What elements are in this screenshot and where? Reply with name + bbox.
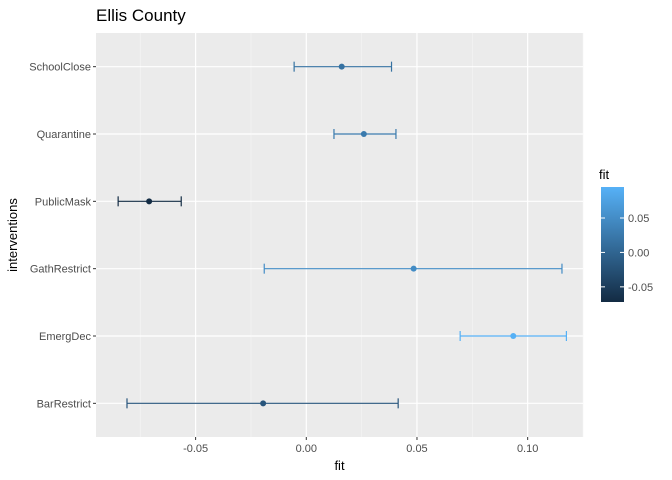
y-tick-labels: SchoolClose Quarantine PublicMask GathRestr…: [29, 62, 96, 410]
y-tick-label: EmergDec: [39, 331, 91, 343]
errorbar-PublicMask: [117, 196, 182, 207]
point-PublicMask: [146, 198, 153, 205]
y-tick-label: GathRestrict: [30, 264, 91, 276]
errorbar-BarRestrict: [126, 398, 399, 409]
legend-tick-label: 0.00: [628, 247, 649, 259]
legend-tick-label: 0.05: [628, 213, 649, 225]
chart-title: Ellis County: [96, 6, 186, 25]
y-tick-label: PublicMask: [35, 196, 92, 208]
errorbar-EmergDec: [459, 331, 567, 341]
x-tick-label: 0.10: [517, 443, 538, 455]
legend-colorbar: [601, 187, 624, 302]
errorbar-SchoolClose: [293, 61, 393, 72]
error-bars: [117, 61, 567, 409]
point-GathRestrict: [410, 265, 417, 272]
x-tick-label: -0.05: [183, 443, 208, 455]
point-SchoolClose: [338, 63, 345, 70]
plot-panel: [96, 33, 583, 437]
x-tick-labels: -0.05 0.00 0.05 0.10: [183, 437, 538, 455]
point-EmergDec: [510, 333, 517, 339]
errorbar-Quarantine: [333, 129, 397, 139]
errorbar-GathRestrict: [263, 263, 563, 274]
legend-tick-label: -0.05: [628, 282, 653, 294]
x-axis-label: fit: [334, 458, 345, 473]
y-axis-label: interventions: [5, 198, 20, 272]
legend-title: fit: [599, 167, 610, 182]
y-tick-label: BarRestrict: [37, 398, 91, 410]
x-tick-label: 0.00: [296, 443, 317, 455]
legend: fit 0.05 0.00 -0.05: [599, 167, 653, 302]
y-tick-label: SchoolClose: [29, 62, 91, 74]
y-tick-label: Quarantine: [37, 129, 91, 141]
point-BarRestrict: [260, 400, 267, 407]
point-Quarantine: [360, 131, 367, 137]
x-tick-label: 0.05: [406, 443, 427, 455]
